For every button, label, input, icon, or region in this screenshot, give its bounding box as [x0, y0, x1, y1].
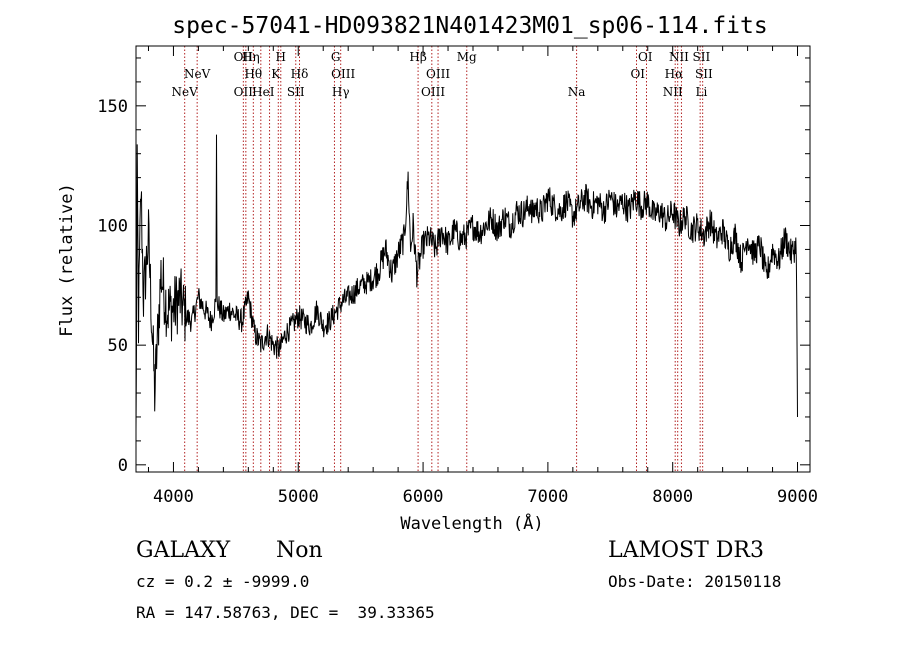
x-tick-label: 9000: [777, 487, 818, 507]
spectral-line-label: SII: [695, 67, 713, 81]
cz-value: cz = 0.2 ± -9999.0: [136, 572, 310, 591]
y-tick-label: 150: [97, 97, 128, 117]
spectral-line-label: SII: [693, 50, 711, 64]
spectral-line-label: OIII: [331, 67, 355, 81]
spectral-line-label: OI: [638, 50, 653, 64]
spectral-line-label: OIII: [426, 67, 450, 81]
spectral-line-label: K: [271, 67, 281, 81]
x-tick-label: 6000: [403, 487, 444, 507]
spectral-line-label: NeV: [172, 85, 199, 99]
spectral-line-label: OIII: [421, 85, 445, 99]
y-axis-label: Flux (relative): [57, 183, 77, 337]
spectral-line-label: Hβ: [409, 50, 426, 64]
spectral-line-label: NII: [669, 50, 689, 64]
spectral-line-label: HeI: [252, 85, 275, 99]
x-tick-label: 7000: [527, 487, 568, 507]
spectrum-line: [135, 134, 798, 431]
ra-dec: RA = 147.58763, DEC = 39.33365: [136, 603, 435, 622]
spectral-line-label: OII: [234, 50, 254, 64]
object-class: GALAXY: [136, 538, 231, 563]
spectral-line-label: Hη: [242, 50, 260, 64]
spectral-line-label: Hγ: [332, 85, 350, 99]
spectral-line-label: Na: [568, 85, 586, 99]
spectral-line-label: OII: [234, 85, 254, 99]
spectral-line-label: NII: [663, 85, 683, 99]
y-tick-label: 50: [108, 336, 128, 356]
line-markers: [184, 46, 704, 472]
spectral-line-label: Hθ: [244, 67, 262, 81]
spectral-line-label: SII: [287, 85, 305, 99]
y-tick-label: 100: [97, 216, 128, 236]
spectral-line-label: G: [331, 50, 341, 64]
x-axis-label: Wavelength (Å): [400, 512, 543, 534]
survey-name: LAMOST DR3: [608, 538, 764, 563]
spectral-line-label: H: [276, 50, 286, 64]
x-axis: 4000 5000 6000 7000 8000 9000: [147, 46, 818, 507]
y-tick-label: 0: [118, 456, 128, 476]
spectral-line-label: NeV: [184, 67, 211, 81]
spectral-line-label: Mg: [457, 50, 477, 64]
object-subclass: Non: [276, 538, 323, 563]
spectral-line-label: OI: [630, 67, 645, 81]
x-tick-label: 4000: [153, 487, 194, 507]
chart-title: spec-57041-HD093821N401423M01_sp06-114.f…: [172, 13, 767, 39]
obs-date: Obs-Date: 20150118: [608, 572, 782, 591]
spectral-line-label: Hα: [665, 67, 684, 81]
spectral-line-label: Li: [696, 85, 708, 99]
plot-frame: [135, 45, 811, 473]
x-tick-label: 5000: [278, 487, 319, 507]
spectral-line-labels: NeVNeVOIIOIIHηHθHeIKHSIIHδGOIIIHγHβOIIIO…: [172, 50, 713, 99]
spectral-line-label: Hδ: [291, 67, 309, 81]
y-axis: 0 50 100 150: [97, 57, 810, 476]
x-tick-label: 8000: [652, 487, 693, 507]
